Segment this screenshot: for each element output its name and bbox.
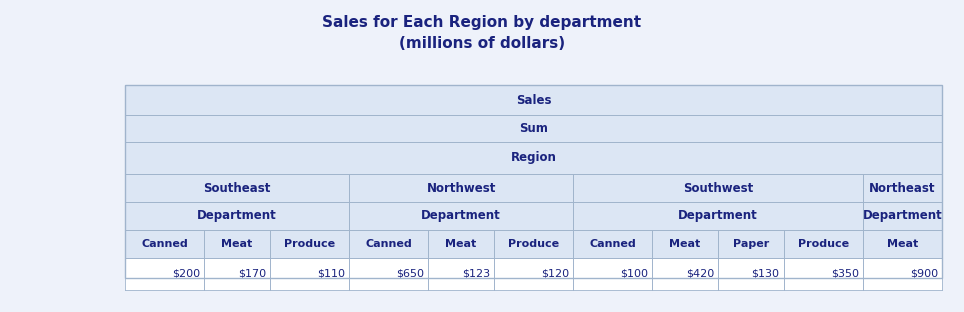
Text: $100: $100 bbox=[620, 269, 648, 279]
Bar bbox=[573, 230, 653, 258]
Bar bbox=[653, 230, 718, 258]
Bar bbox=[784, 230, 863, 258]
Bar bbox=[494, 258, 573, 290]
Text: $130: $130 bbox=[752, 269, 780, 279]
Bar bbox=[125, 115, 942, 142]
Bar bbox=[718, 230, 784, 258]
Bar bbox=[573, 258, 653, 290]
Bar bbox=[428, 230, 494, 258]
Bar bbox=[573, 202, 863, 230]
Bar bbox=[573, 174, 863, 202]
Text: Meat: Meat bbox=[669, 239, 701, 249]
Bar bbox=[125, 202, 349, 230]
Text: (millions of dollars): (millions of dollars) bbox=[399, 37, 565, 51]
Bar bbox=[349, 230, 428, 258]
Text: Southwest: Southwest bbox=[683, 182, 753, 194]
Bar bbox=[125, 85, 942, 115]
Bar bbox=[863, 202, 942, 230]
Bar bbox=[349, 202, 573, 230]
Text: $170: $170 bbox=[238, 269, 266, 279]
Text: Canned: Canned bbox=[141, 239, 188, 249]
Bar bbox=[863, 230, 942, 258]
Text: Meat: Meat bbox=[887, 239, 918, 249]
Text: Region: Region bbox=[511, 152, 556, 164]
Bar bbox=[270, 258, 349, 290]
Bar bbox=[428, 258, 494, 290]
Text: Produce: Produce bbox=[508, 239, 559, 249]
Bar bbox=[125, 230, 204, 258]
Bar bbox=[653, 258, 718, 290]
Text: Sales: Sales bbox=[516, 94, 551, 106]
Bar bbox=[125, 174, 349, 202]
Text: Northwest: Northwest bbox=[426, 182, 495, 194]
Bar bbox=[718, 258, 784, 290]
Text: $900: $900 bbox=[910, 269, 938, 279]
Text: Southeast: Southeast bbox=[203, 182, 271, 194]
Bar bbox=[125, 258, 204, 290]
Text: Paper: Paper bbox=[733, 239, 769, 249]
Bar bbox=[784, 258, 863, 290]
Text: Canned: Canned bbox=[589, 239, 636, 249]
Text: Northeast: Northeast bbox=[870, 182, 936, 194]
Bar bbox=[270, 230, 349, 258]
Text: Meat: Meat bbox=[445, 239, 476, 249]
Text: Department: Department bbox=[678, 209, 758, 222]
Text: Produce: Produce bbox=[797, 239, 848, 249]
Text: Department: Department bbox=[421, 209, 501, 222]
Text: $123: $123 bbox=[462, 269, 490, 279]
Bar bbox=[494, 230, 573, 258]
Bar bbox=[204, 258, 270, 290]
Text: $120: $120 bbox=[541, 269, 569, 279]
Text: Produce: Produce bbox=[283, 239, 335, 249]
Text: Meat: Meat bbox=[222, 239, 253, 249]
Bar bbox=[349, 174, 573, 202]
Bar bbox=[863, 174, 942, 202]
Bar bbox=[349, 258, 428, 290]
Text: $200: $200 bbox=[172, 269, 201, 279]
Text: $650: $650 bbox=[396, 269, 424, 279]
Text: $110: $110 bbox=[317, 269, 345, 279]
Bar bbox=[863, 258, 942, 290]
Text: Department: Department bbox=[198, 209, 277, 222]
Text: $420: $420 bbox=[685, 269, 714, 279]
Bar bbox=[204, 230, 270, 258]
Text: $350: $350 bbox=[831, 269, 859, 279]
Text: Sum: Sum bbox=[519, 122, 548, 135]
Text: Sales for Each Region by department: Sales for Each Region by department bbox=[322, 14, 642, 30]
Text: Department: Department bbox=[863, 209, 942, 222]
Text: Canned: Canned bbox=[365, 239, 412, 249]
